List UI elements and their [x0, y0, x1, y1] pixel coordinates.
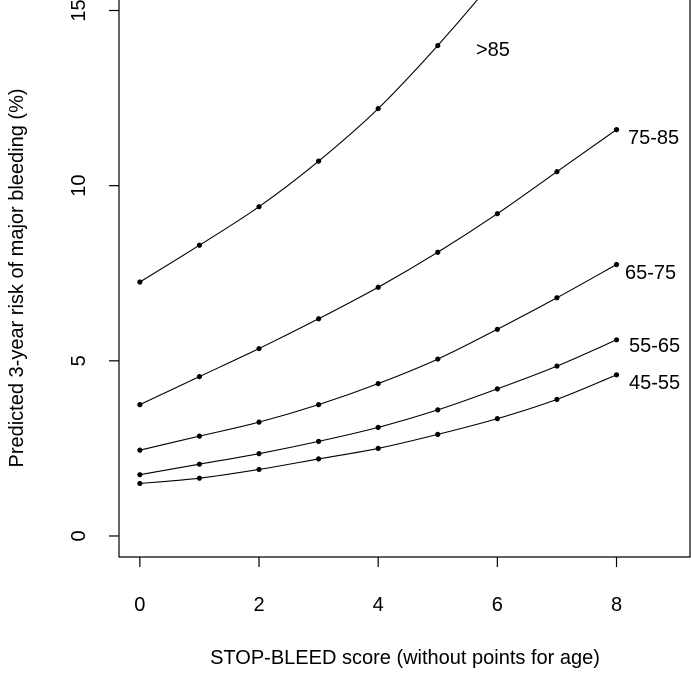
- data-point: [196, 433, 203, 439]
- data-point: [316, 316, 322, 322]
- data-point: [613, 337, 620, 343]
- data-point: [375, 424, 381, 430]
- data-point: [137, 472, 143, 478]
- data-point: [554, 363, 560, 369]
- data-point: [137, 402, 143, 408]
- data-points: [137, 42, 620, 487]
- series-label: 75-85: [628, 127, 679, 149]
- data-point: [196, 475, 203, 481]
- data-point: [137, 480, 143, 487]
- data-point: [375, 105, 381, 112]
- series-label: 45-55: [629, 372, 680, 394]
- data-point: [256, 466, 262, 473]
- data-point: [613, 261, 620, 268]
- series-line: [139, 0, 478, 283]
- data-point: [137, 447, 143, 453]
- x-axis-title: STOP-BLEED score (without points for age…: [210, 647, 600, 669]
- x-tick-label: 0: [134, 594, 145, 616]
- data-point: [435, 407, 441, 413]
- y-tick-label: 15: [68, 0, 90, 22]
- data-point: [196, 373, 203, 380]
- y-axis-title: Predicted 3-year risk of major bleeding …: [6, 88, 28, 467]
- data-point: [494, 211, 500, 217]
- data-point: [256, 419, 262, 425]
- data-point: [375, 284, 381, 290]
- data-point: [316, 438, 322, 444]
- series-line: [139, 339, 617, 476]
- data-point: [196, 242, 203, 248]
- data-point: [375, 445, 381, 452]
- data-point: [554, 396, 560, 402]
- series-label: >85: [476, 39, 510, 61]
- series-label: 65-75: [625, 262, 676, 284]
- data-point: [435, 431, 441, 437]
- data-point: [316, 456, 322, 462]
- data-point: [494, 416, 500, 422]
- data-point: [613, 127, 620, 133]
- data-point: [613, 372, 620, 378]
- data-point: [256, 345, 262, 352]
- data-point: [196, 461, 203, 467]
- data-point: [316, 158, 322, 164]
- data-point: [316, 402, 322, 408]
- series-line: [139, 264, 617, 451]
- x-tick-label: 8: [611, 594, 622, 616]
- data-point: [554, 169, 560, 175]
- data-point: [256, 451, 262, 457]
- x-tick-label: 6: [492, 594, 503, 616]
- data-point: [554, 295, 560, 301]
- series-lines: [139, 0, 617, 484]
- data-point: [256, 204, 262, 210]
- x-tick-label: 2: [253, 594, 264, 616]
- x-tick-label: 4: [373, 594, 384, 616]
- series-label: 55-65: [629, 335, 680, 357]
- data-point: [137, 279, 143, 285]
- data-point: [494, 386, 500, 392]
- data-point: [435, 249, 441, 255]
- series-labels: >85 75-85 65-75 55-65 45-55: [476, 39, 680, 394]
- y-tick-label: 5: [68, 355, 90, 366]
- data-point: [494, 326, 500, 332]
- y-tick-label: 10: [68, 175, 90, 197]
- y-tick-label: 0: [68, 530, 90, 541]
- series-line: [139, 129, 617, 406]
- data-point: [375, 380, 381, 387]
- axes: 0 2 4 6 8 0 5 10 15: [68, 0, 691, 616]
- plot-frame: [118, 0, 691, 558]
- data-point: [435, 42, 441, 49]
- data-point: [435, 356, 441, 362]
